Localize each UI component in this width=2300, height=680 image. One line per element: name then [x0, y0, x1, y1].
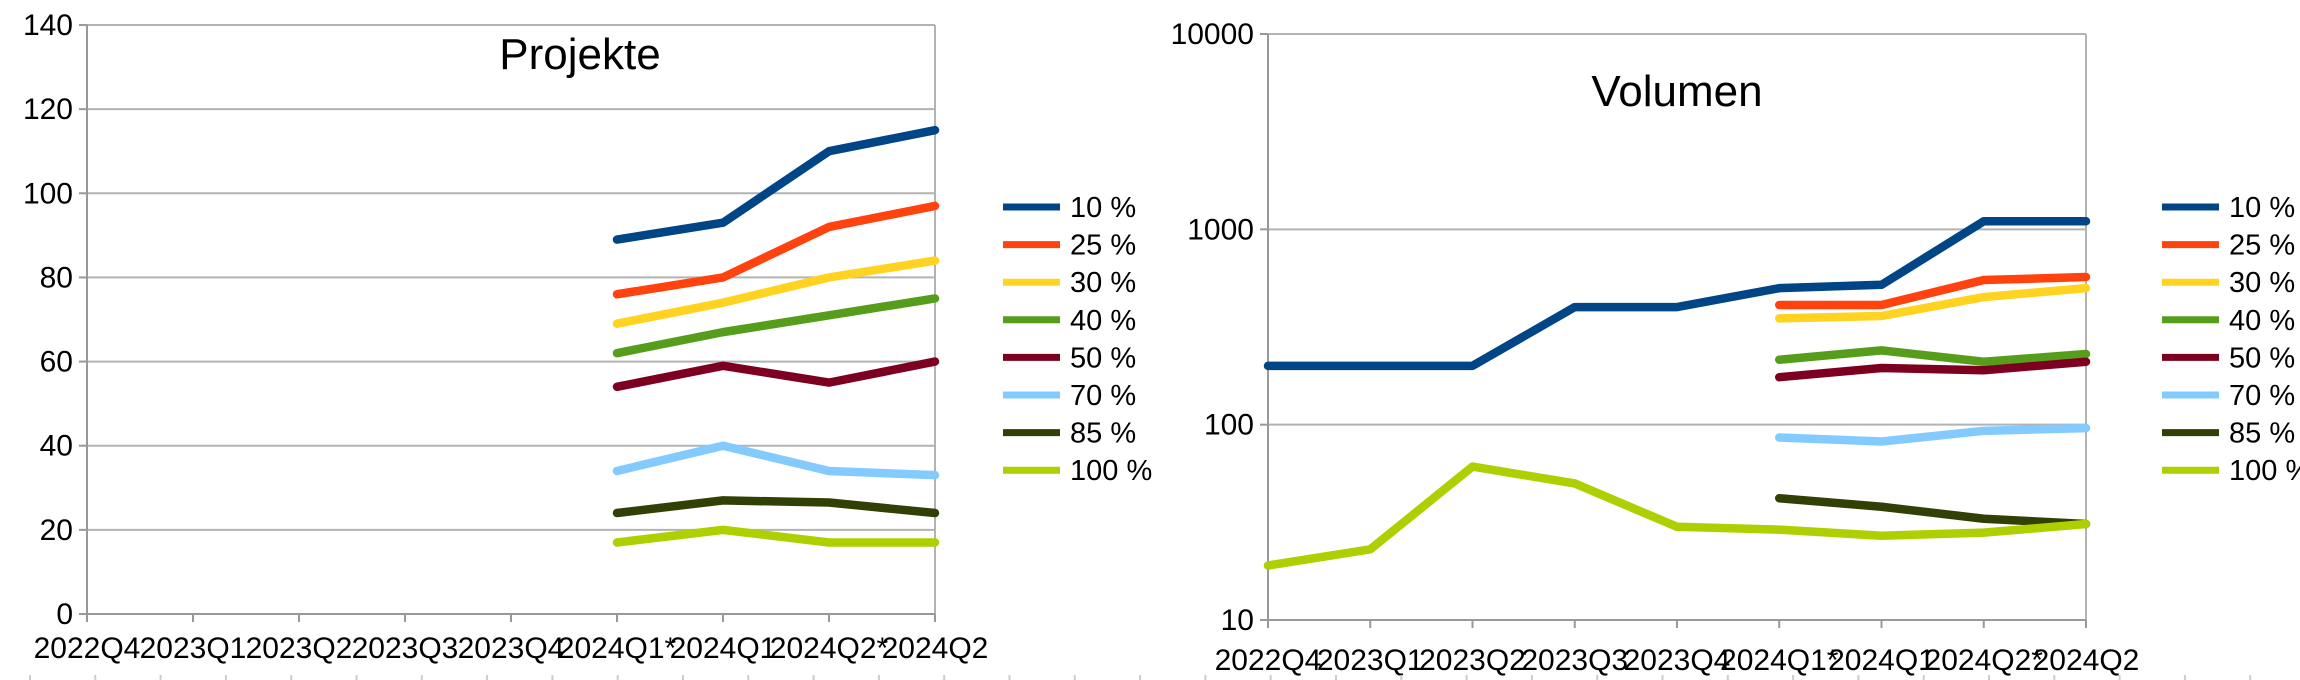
legend-label: 50 %: [1070, 342, 1136, 374]
series-line-25pct: [1775, 272, 2091, 310]
legend-label: 40 %: [1070, 305, 1136, 337]
series-line-70pct: [612, 441, 940, 480]
x-axis-label: 2023Q3: [1521, 644, 1628, 677]
series-line-100pct: [1263, 462, 2091, 570]
y-axis-label: 10000: [1171, 18, 1254, 51]
series-line-10pct: [1263, 216, 2091, 371]
legend-label: 25 %: [1070, 230, 1136, 262]
x-axis-label: 2024Q2: [882, 632, 989, 665]
series-line-10pct: [612, 125, 940, 244]
series-line-40pct: [1775, 346, 2091, 366]
x-axis-label: 2024Q1: [1828, 644, 1935, 677]
series-line-40pct: [612, 294, 940, 358]
legend-label: 25 %: [2229, 230, 2295, 262]
x-axis-label: 2022Q4: [34, 632, 141, 665]
y-axis-label: 1000: [1187, 213, 1254, 246]
x-axis-label: 2024Q2: [2033, 644, 2140, 677]
y-axis-label: 40: [40, 430, 73, 463]
x-axis-label: 2023Q4: [458, 632, 565, 665]
chart-title-projekte: Projekte: [499, 30, 660, 79]
x-axis-label: 2024Q1: [670, 632, 777, 665]
series-line-25pct: [612, 201, 940, 299]
y-axis-label: 80: [40, 261, 73, 294]
legend-label: 70 %: [2229, 380, 2295, 412]
y-axis-label: 20: [40, 514, 73, 547]
x-axis-label: 2023Q2: [1419, 644, 1526, 677]
y-axis-label: 0: [56, 598, 73, 631]
y-axis-label: 10: [1221, 604, 1254, 637]
y-axis-label: 100: [1204, 409, 1254, 442]
x-axis-label: 2024Q1*: [1720, 644, 1839, 677]
y-axis-label: 100: [23, 177, 73, 210]
legend-label: 100 %: [1070, 455, 1152, 487]
x-axis-label: 2023Q4: [1624, 644, 1731, 677]
x-axis-label: 2024Q2*: [1925, 644, 2044, 677]
legend-label: 100 %: [2229, 455, 2300, 487]
y-axis-label: 120: [23, 93, 73, 126]
legend-label: 70 %: [1070, 380, 1136, 412]
series-line-100pct: [612, 525, 940, 547]
legend-label: 30 %: [1070, 267, 1136, 299]
chart-title-volumen: Volumen: [1591, 67, 1762, 116]
series-line-30pct: [1775, 283, 2091, 323]
legend-label: 85 %: [1070, 418, 1136, 450]
y-axis-label: 140: [23, 9, 73, 42]
x-axis-label: 2023Q1: [1317, 644, 1424, 677]
series-line-85pct: [1775, 494, 2091, 529]
legend-label: 30 %: [2229, 267, 2295, 299]
spreadsheet-edge-ticks: [29, 675, 2252, 680]
chart-volumen: 101001000100002022Q42023Q12023Q22023Q320…: [1171, 18, 2300, 677]
series-line-50pct: [1775, 357, 2091, 382]
legend-label: 85 %: [2229, 418, 2295, 450]
legend-label: 50 %: [2229, 342, 2295, 374]
x-axis-label: 2024Q2*: [770, 632, 889, 665]
legend-label: 10 %: [2229, 192, 2295, 224]
x-axis-label: 2024Q1*: [558, 632, 677, 665]
x-axis-label: 2023Q1: [140, 632, 247, 665]
series-line-85pct: [612, 496, 940, 518]
y-axis-label: 60: [40, 346, 73, 379]
x-axis-label: 2023Q3: [352, 632, 459, 665]
series-line-70pct: [1775, 423, 2091, 446]
legend-label: 40 %: [2229, 305, 2295, 337]
series-line-30pct: [612, 256, 940, 328]
x-axis-label: 2023Q2: [246, 632, 353, 665]
legend-label: 10 %: [1070, 192, 1136, 224]
series-line-50pct: [612, 357, 940, 392]
x-axis-label: 2022Q4: [1215, 644, 1322, 677]
